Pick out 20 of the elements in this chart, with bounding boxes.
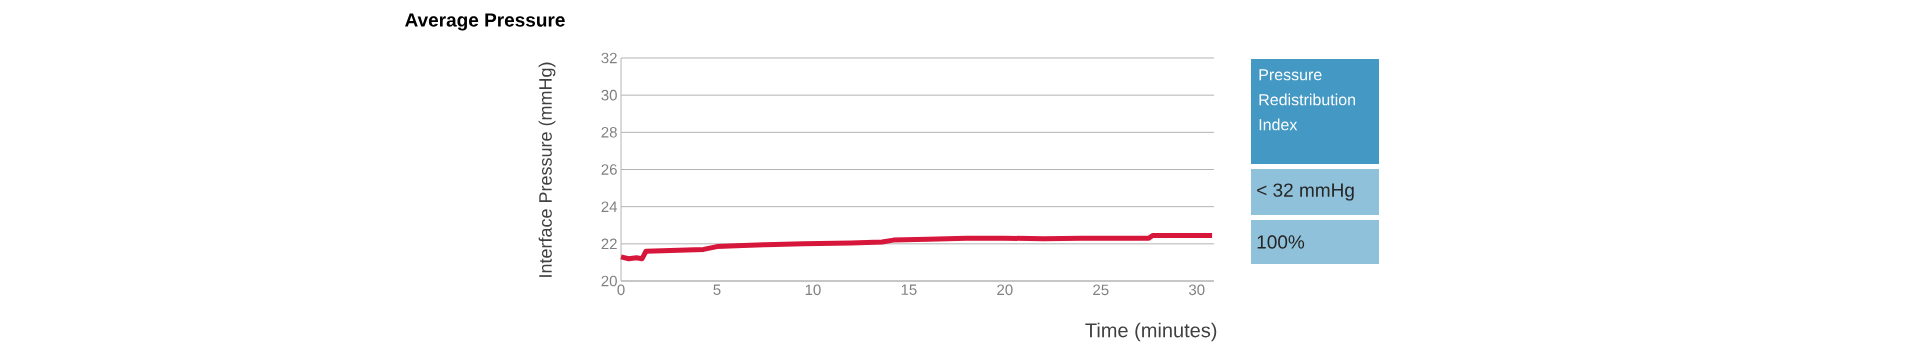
chart-title: Average Pressure: [405, 13, 565, 31]
y-tick-label: 26: [601, 164, 617, 175]
x-tick-label: 15: [901, 284, 917, 295]
y-tick-label: 30: [601, 89, 617, 101]
y-tick-label: 22: [601, 238, 617, 250]
y-tick-label: 32: [601, 52, 617, 64]
text: 100%: [1257, 235, 1305, 249]
y-tick-label: 28: [601, 127, 617, 138]
x-tick-label: 20: [997, 284, 1013, 296]
x-tick-label: 5: [713, 284, 721, 295]
y-axis-title: Interface Pressure (mmHg): [538, 62, 556, 277]
x-tick-label: 10: [805, 284, 821, 296]
x-tick-label: 0: [617, 284, 625, 296]
y-tick-label: 24: [601, 201, 618, 212]
y-tick-label: 20: [601, 275, 617, 287]
text: Pressure Redistribution Index: [1259, 69, 1355, 131]
text: < 32 mmHg: [1257, 183, 1354, 201]
x-axis-title: Time (minutes): [1085, 322, 1217, 342]
x-tick-label: 30: [1188, 284, 1205, 296]
x-tick-label: 25: [1093, 284, 1109, 296]
